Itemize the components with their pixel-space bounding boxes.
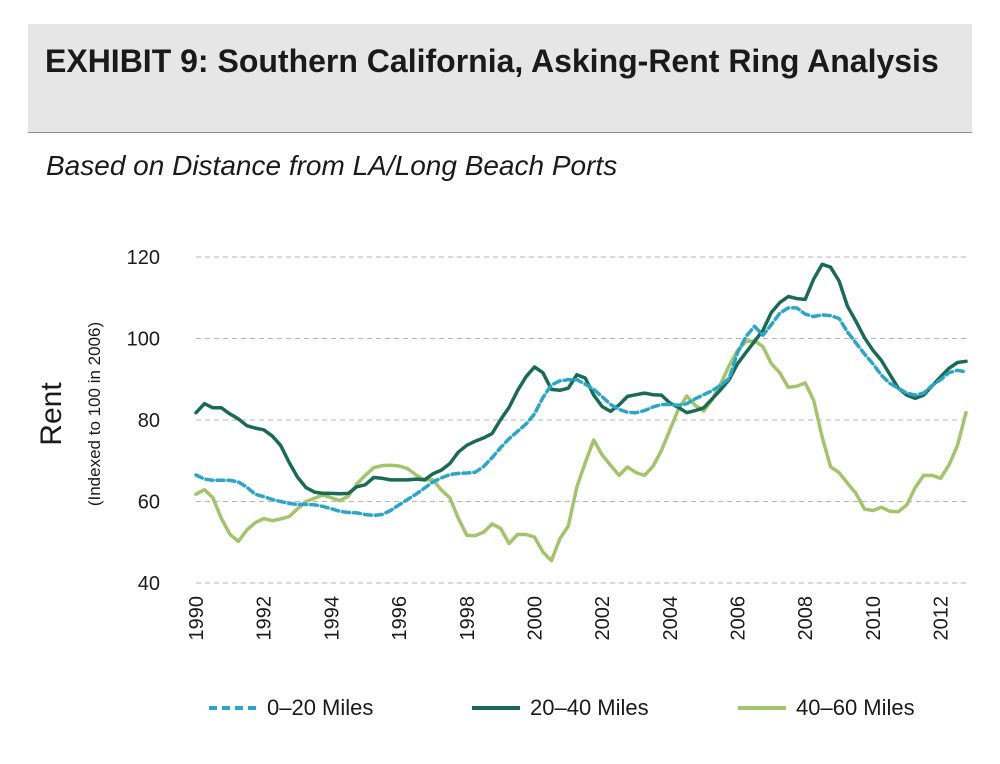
legend-item-40-60: 40–60 Miles (736, 692, 915, 724)
y-axis-title-group: Rent (Indexed to 100 in 2006) (35, 322, 104, 506)
x-tick-label: 2010 (863, 596, 885, 641)
x-tick-label: 1996 (389, 596, 411, 641)
legend-item-20-40: 20–40 Miles (470, 692, 649, 724)
y-tick-label: 80 (138, 410, 160, 432)
x-tick-label: 1998 (457, 596, 479, 641)
y-tick-label: 40 (138, 573, 160, 595)
legend-item-0-20: 0–20 Miles (207, 692, 373, 724)
y-tick-label: 120 (127, 247, 160, 269)
x-tick-label: 1990 (186, 596, 208, 641)
x-tick-label: 2002 (592, 596, 614, 641)
y-tick-label: 100 (127, 329, 160, 351)
legend-swatch-40-60 (738, 706, 786, 710)
legend-label: 0–20 Miles (267, 695, 374, 720)
chart-subtitle: Based on Distance from LA/Long Beach Por… (46, 150, 618, 181)
x-axis-ticks: 1990 1992 1994 1996 1998 2000 2002 2004 2006 2008… (186, 596, 953, 641)
legend-label: 40–60 Miles (796, 695, 915, 720)
series-line-40-60-miles (194, 339, 968, 563)
header-bar: EXHIBIT 9: Southern California, Asking-R… (28, 24, 972, 133)
y-axis-subtitle: (Indexed to 100 in 2006) (85, 322, 104, 506)
legend-swatch-20-40 (472, 706, 520, 710)
x-tick-label: 2000 (524, 596, 546, 641)
x-tick-label: 1992 (254, 596, 276, 641)
exhibit-title: EXHIBIT 9: Southern California, Asking-R… (45, 43, 939, 79)
gridlines (196, 256, 966, 584)
x-tick-label: 1994 (321, 596, 343, 641)
x-tick-label: 2012 (931, 596, 953, 641)
legend-label: 20–40 Miles (530, 695, 649, 720)
legend-swatch-0-20 (209, 706, 257, 710)
series-lines (194, 262, 968, 563)
x-tick-label: 2006 (728, 596, 750, 641)
x-tick-label: 2008 (795, 596, 817, 641)
series-line-20-40-miles (194, 262, 968, 496)
legend: 0–20 Miles 20–40 Miles 40–60 Miles (0, 692, 1000, 724)
y-tick-label: 60 (138, 492, 160, 514)
series-line-0-20-miles (194, 306, 968, 518)
y-axis-title: Rent (35, 382, 68, 446)
x-tick-label: 2004 (660, 596, 682, 641)
y-axis-ticks: 40 60 80 100 120 (127, 247, 160, 595)
